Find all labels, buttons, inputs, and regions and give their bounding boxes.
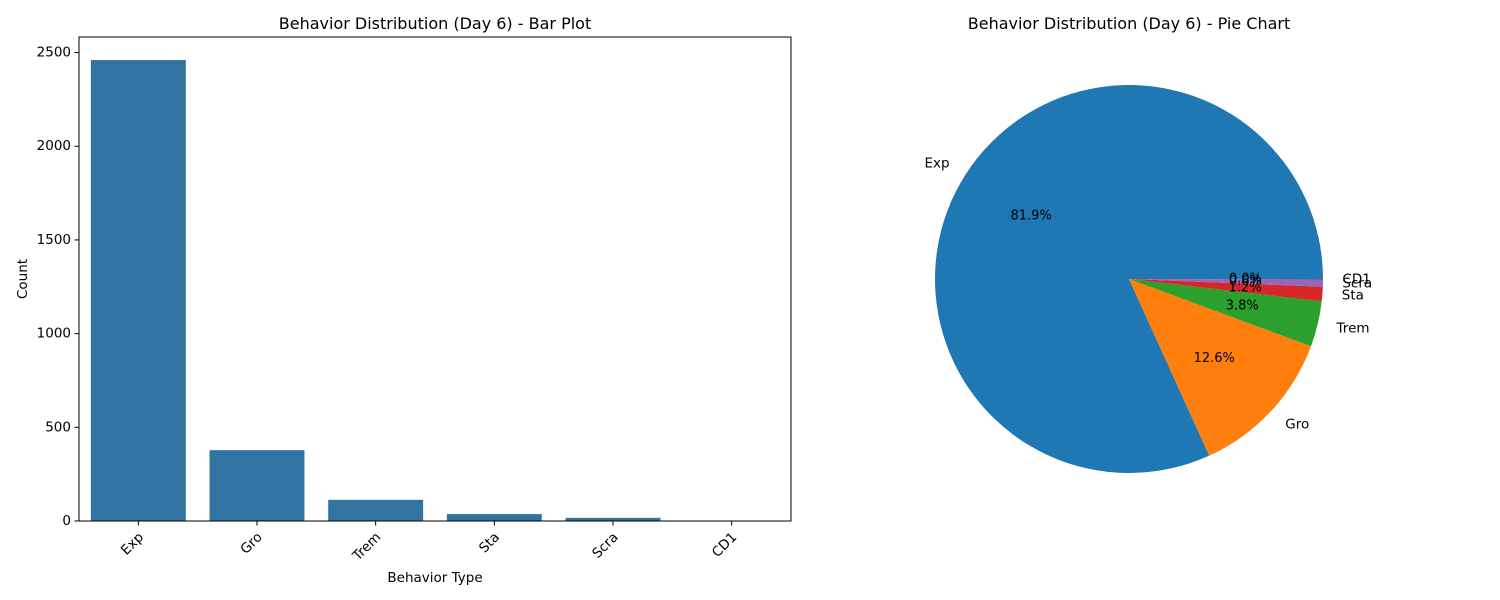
- pie-slice-scra: [1129, 279, 1323, 287]
- pie-percent-labels: 81.9% 12.6% 3.8% 1.2%0.6%0.0%: [1010, 208, 1261, 365]
- bar-sta: [446, 514, 542, 521]
- y-tick-label: 1000: [37, 326, 71, 342]
- bar-series: [90, 60, 780, 522]
- y-tick-label: 2500: [37, 45, 71, 61]
- pie-slice-gro: [1129, 279, 1311, 456]
- x-tick-label: Gro: [237, 529, 265, 557]
- y-axis-label: Count: [15, 259, 31, 299]
- y-tick-label: 2000: [37, 138, 71, 154]
- bar-plot-title: Behavior Distribution (Day 6) - Bar Plot: [279, 14, 591, 33]
- pie-percent-label: 0.6%: [1229, 274, 1262, 289]
- pie-chart-panel: Behavior Distribution (Day 6) - Pie Char…: [925, 14, 1373, 474]
- y-tick-label: 1500: [37, 232, 71, 248]
- bar-scra: [565, 517, 661, 521]
- pie-percent-label: 0.0%: [1229, 272, 1262, 287]
- y-tick-label: 0: [62, 513, 71, 529]
- x-tick-label: CD1: [709, 529, 740, 560]
- pie-percent-label: 12.6%: [1194, 351, 1235, 366]
- pie-label: Gro: [1285, 416, 1309, 432]
- pie-chart-title: Behavior Distribution (Day 6) - Pie Char…: [968, 14, 1291, 33]
- x-axis-ticks: Exp Gro Trem Sta Scra CD1: [118, 521, 740, 565]
- pie-label: Sta: [1342, 288, 1364, 304]
- bar-gro: [209, 450, 305, 521]
- pie-label: Scra: [1342, 276, 1372, 292]
- pie-percent-label: 81.9%: [1010, 208, 1051, 223]
- pie-slices: [934, 85, 1323, 474]
- x-tick-label: Scra: [589, 529, 621, 561]
- bar-trem: [328, 499, 424, 521]
- y-tick-label: 500: [45, 419, 71, 435]
- pie-label: CD1: [1342, 271, 1370, 287]
- pie-slice-exp: [934, 85, 1323, 474]
- x-tick-label: Trem: [349, 529, 384, 564]
- y-axis-ticks: 0 500 1000 1500 2000 2500: [37, 45, 79, 529]
- pie-label: Trem: [1336, 321, 1370, 337]
- pie-percent-label: 1.2%: [1229, 281, 1262, 296]
- pie-percent-label: 3.8%: [1226, 299, 1259, 314]
- bar-plot-panel: Behavior Distribution (Day 6) - Bar Plot…: [15, 14, 792, 586]
- bar-plot-frame: [78, 36, 792, 522]
- x-tick-label: Sta: [476, 529, 503, 556]
- x-tick-label: Exp: [118, 529, 147, 558]
- pie-label: Exp: [925, 155, 950, 171]
- bar-exp: [90, 60, 186, 522]
- pie-slice-sta: [1129, 279, 1323, 302]
- x-axis-label: Behavior Type: [387, 570, 482, 586]
- pie-slice-trem: [1129, 279, 1322, 347]
